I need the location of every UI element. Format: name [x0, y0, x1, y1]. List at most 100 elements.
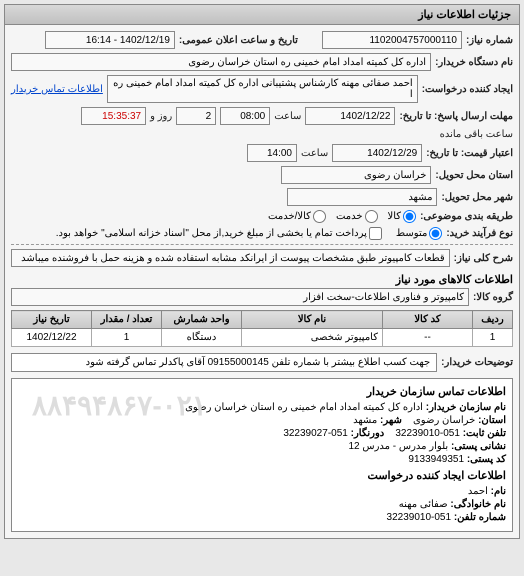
tel-value: 051-32239010 [395, 428, 460, 439]
buyer-contact-link[interactable]: اطلاعات تماس خریدار [11, 84, 103, 95]
name-label: نام: [491, 486, 506, 497]
time-label-1: ساعت [274, 111, 301, 122]
announce-value: 1402/12/19 - 16:14 [45, 31, 175, 49]
row-notes: توضیحات خریدار: جهت کسب اطلاع بیشتر با ش… [11, 353, 513, 372]
method-radio-group: کالا خدمت کالا/خدمت [268, 210, 416, 223]
radio-service-label: خدمت [336, 211, 363, 222]
province-value: خراسان رضوی [281, 166, 431, 184]
days-label: روز و [150, 111, 172, 122]
resp-deadline-label: مهلت ارسال پاسخ: تا تاریخ: [399, 111, 513, 122]
td-row: 1 [473, 329, 513, 347]
remain-time: 15:35:37 [81, 107, 146, 125]
validity-date: 1402/12/29 [332, 144, 422, 162]
title-value: قطعات کامپیوتر طبق مشخصات پیوست از ایران… [11, 249, 450, 267]
pay-note-check[interactable]: پرداخت تمام یا بخشی از مبلغ خرید,از محل … [56, 227, 382, 240]
contact-phone-line: شماره تلفن: 051-32239010 [18, 512, 506, 523]
radio-service[interactable]: خدمت [336, 210, 378, 223]
phone-value: 051-32239010 [387, 512, 452, 523]
resp-date: 1402/12/22 [305, 107, 395, 125]
table-row[interactable]: 1 -- کامپیوتر شخصی دستگاه 1 1402/12/22 [12, 329, 513, 347]
radio-goods-label: کالا [388, 211, 402, 222]
pay-note-checkbox[interactable] [369, 227, 382, 240]
province-label: استان محل تحویل: [435, 170, 513, 181]
family-value: صفائی مهنه [399, 499, 448, 510]
row-city: شهر محل تحویل: مشهد [11, 188, 513, 206]
fax-label: دورنگار: [351, 428, 385, 439]
td-name: کامپیوتر شخصی [242, 329, 383, 347]
tel-label: تلفن ثابت: [463, 428, 506, 439]
fax-value: 051-32239027 [283, 428, 348, 439]
buyer-dev-value: اداره کل کمیته امداد امام خمینی ره استان… [11, 53, 431, 71]
radio-medium-label: متوسط [396, 228, 427, 239]
contact-loc-line: استان: خراسان رضوی شهر: مشهد [18, 415, 506, 426]
contact-addr-line: نشانی پستی: بلوار مدرس - مدرس 12 [18, 441, 506, 452]
row-response-deadline: مهلت ارسال پاسخ: تا تاریخ: 1402/12/22 سا… [11, 107, 513, 140]
notes-label: توضیحات خریدار: [441, 357, 513, 368]
radio-service-input[interactable] [365, 210, 378, 223]
notes-text: جهت کسب اطلاع بیشتر با شماره تلفن 091550… [11, 353, 437, 372]
th-date: تاریخ نیاز [12, 311, 92, 329]
contact-post-line: کد پستی: 9133949351 [18, 454, 506, 465]
radio-goods-service[interactable]: کالا/خدمت [268, 210, 326, 223]
details-panel: جزئیات اطلاعات نیاز شماره نیاز: 11020047… [4, 4, 520, 539]
td-code: -- [383, 329, 473, 347]
post-label: کد پستی: [467, 454, 506, 465]
c-city-label: شهر: [380, 415, 402, 426]
row-title: شرح کلی نیاز: قطعات کامپیوتر طبق مشخصات … [11, 244, 513, 267]
radio-medium[interactable]: متوسط [396, 227, 442, 240]
org-value: اداره کل کمیته امداد امام خمینی ره استان… [185, 402, 423, 413]
contact-section-title: اطلاعات تماس سازمان خریدار [18, 385, 506, 398]
c-city-value: مشهد [353, 415, 377, 426]
validity-time: 14:00 [247, 144, 297, 162]
process-label: نوع فرآیند خرید: [446, 228, 513, 239]
goods-section-title: اطلاعات کالاهای مورد نیاز [11, 271, 513, 288]
contact-panel: ۸۸۴۹۴۸۶۷-۰۲۱ اطلاعات تماس سازمان خریدار … [11, 378, 513, 532]
requester-label: ایجاد کننده درخواست: [422, 84, 513, 95]
table-header-row: ردیف کد کالا نام کالا واحد شمارش تعداد /… [12, 311, 513, 329]
method-label: طریقه بندی موضوعی: [420, 211, 513, 222]
need-no-value: 1102004757000110 [322, 31, 462, 49]
post-value: 9133949351 [408, 454, 464, 465]
pay-note-text: پرداخت تمام یا بخشی از مبلغ خرید,از محل … [56, 228, 367, 239]
radio-medium-input[interactable] [429, 227, 442, 240]
name-value: احمد [468, 486, 488, 497]
prov-label: استان: [478, 415, 506, 426]
radio-goods-service-input[interactable] [313, 210, 326, 223]
family-label: نام خانوادگی: [450, 499, 506, 510]
radio-goods-input[interactable] [403, 210, 416, 223]
org-label: نام سازمان خریدار: [426, 402, 506, 413]
contact-tel-line: تلفن ثابت: 051-32239010 دورنگار: 051-322… [18, 428, 506, 439]
td-unit: دستگاه [162, 329, 242, 347]
th-code: کد کالا [383, 311, 473, 329]
prov-value: خراسان رضوی [413, 415, 475, 426]
requester-value: احمد صفائی مهنه کارشناس پشتیبانی اداره ک… [107, 75, 418, 103]
phone-label: شماره تلفن: [454, 512, 506, 523]
contact-name-line: نام: احمد [18, 486, 506, 497]
td-date: 1402/12/22 [12, 329, 92, 347]
panel-title: جزئیات اطلاعات نیاز [5, 5, 519, 25]
days-left: 2 [176, 107, 216, 125]
remain-label: ساعت باقی مانده [440, 129, 513, 140]
radio-goods[interactable]: کالا [388, 210, 417, 223]
process-radio-group: متوسط [396, 227, 442, 240]
group-value: کامپیوتر و فناوری اطلاعات-سخت افزار [11, 288, 469, 306]
contact-org-line: نام سازمان خریدار: اداره کل کمیته امداد … [18, 402, 506, 413]
th-qty: تعداد / مقدار [92, 311, 162, 329]
th-name: نام کالا [242, 311, 383, 329]
title-label: شرح کلی نیاز: [454, 253, 513, 264]
contact-family-line: نام خانوادگی: صفائی مهنه [18, 499, 506, 510]
td-qty: 1 [92, 329, 162, 347]
addr-label: نشانی پستی: [451, 441, 506, 452]
city-label: شهر محل تحویل: [441, 192, 513, 203]
time-label-2: ساعت [301, 148, 328, 159]
th-row: ردیف [473, 311, 513, 329]
radio-goods-service-label: کالا/خدمت [268, 211, 311, 222]
addr-value: بلوار مدرس - مدرس 12 [348, 441, 448, 452]
row-validity: اعتبار قیمت: تا تاریخ: 1402/12/29 ساعت 1… [11, 144, 513, 162]
row-method: طریقه بندی موضوعی: کالا خدمت کالا/خدمت [11, 210, 513, 223]
th-unit: واحد شمارش [162, 311, 242, 329]
panel-body: شماره نیاز: 1102004757000110 تاریخ و ساع… [5, 25, 519, 538]
announce-label: تاریخ و ساعت اعلان عمومی: [179, 35, 298, 46]
validity-label: اعتبار قیمت: تا تاریخ: [426, 148, 513, 159]
req-creator-title: اطلاعات ایجاد کننده درخواست [18, 469, 506, 482]
